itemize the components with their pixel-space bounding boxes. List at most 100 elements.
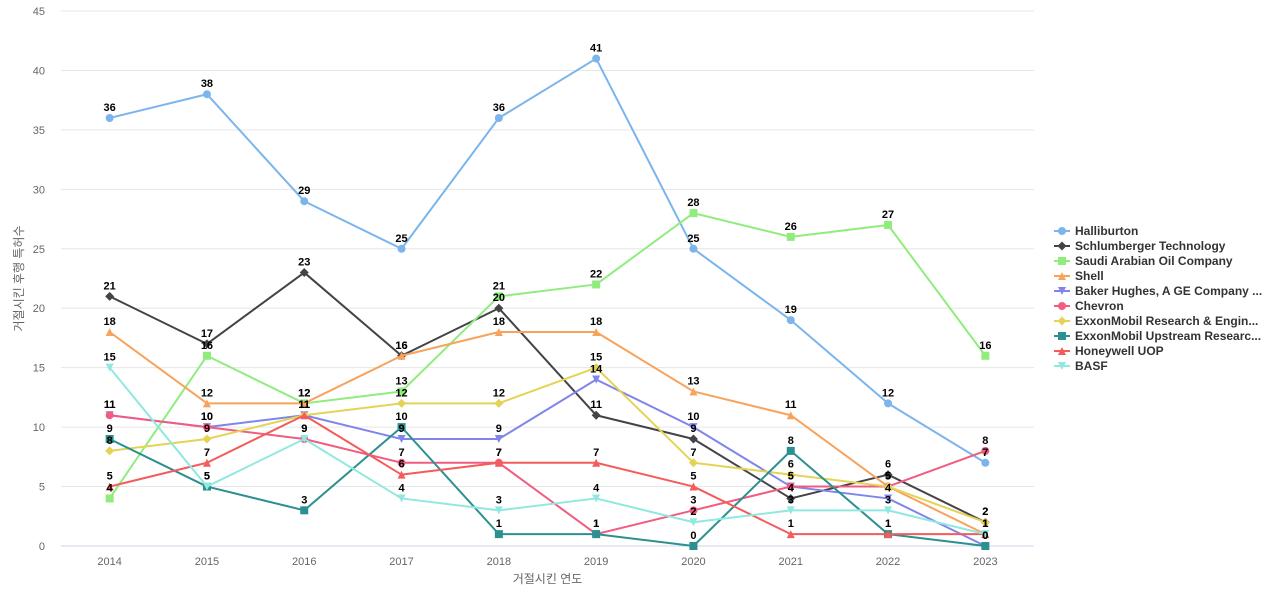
series-line <box>108 212 987 500</box>
data-label: 6 <box>885 459 891 471</box>
series-5 <box>105 411 990 539</box>
series-line <box>109 57 986 464</box>
data-label: 4 <box>398 482 405 494</box>
legend-item[interactable]: Chevron <box>1054 299 1124 313</box>
legend-item[interactable]: ExxonMobil Upstream Researc... <box>1054 329 1261 343</box>
data-point <box>202 90 211 99</box>
data-label: 0 <box>982 530 988 542</box>
data-point <box>397 470 406 479</box>
legend-item[interactable]: Shell <box>1054 269 1104 283</box>
data-label: 9 <box>107 423 113 435</box>
data-point <box>592 375 601 384</box>
legend-marker <box>1058 332 1066 340</box>
data-label: 16 <box>979 340 991 352</box>
data-point <box>786 232 795 241</box>
legend-marker <box>1058 362 1066 370</box>
data-label: 41 <box>590 43 602 55</box>
data-point <box>300 399 309 408</box>
data-label: 7 <box>398 447 404 459</box>
data-point <box>981 351 990 360</box>
data-point <box>591 363 601 373</box>
data-point <box>689 542 698 550</box>
data-label: 4 <box>885 482 892 494</box>
data-label: 12 <box>298 387 310 399</box>
legend-item[interactable]: BASF <box>1054 359 1108 373</box>
series-line <box>109 414 986 536</box>
data-label: 1 <box>593 518 599 530</box>
data-point <box>786 530 795 539</box>
legend-label: ExxonMobil Upstream Researc... <box>1075 329 1261 343</box>
data-point <box>300 506 309 515</box>
series-0 <box>105 54 990 467</box>
data-point <box>884 530 893 539</box>
data-point <box>786 470 796 480</box>
data-label: 36 <box>493 102 505 114</box>
data-point <box>786 411 795 420</box>
series-line <box>109 426 986 547</box>
series-9 <box>105 363 990 539</box>
data-label: 9 <box>496 423 502 435</box>
data-point <box>592 530 601 539</box>
data-point <box>884 221 893 229</box>
x-tick-label: 2016 <box>292 556 316 568</box>
x-tick-label: 2023 <box>973 556 997 568</box>
legend-item[interactable]: Schlumberger Technology <box>1054 239 1226 253</box>
data-point <box>883 482 893 492</box>
series-layer <box>105 54 990 550</box>
data-label: 15 <box>590 352 602 364</box>
data-label: 4 <box>593 482 600 494</box>
data-point <box>494 435 503 443</box>
data-label: 21 <box>104 280 116 292</box>
data-point <box>688 434 698 444</box>
data-label: 6 <box>398 459 404 471</box>
legend-item[interactable]: Halliburton <box>1054 224 1138 238</box>
data-point <box>494 506 503 515</box>
data-point <box>592 458 601 467</box>
data-label: 11 <box>104 399 116 411</box>
data-label: 1 <box>982 518 988 530</box>
data-label: 21 <box>493 280 505 292</box>
series-2 <box>105 209 990 503</box>
data-point <box>397 494 406 503</box>
data-point <box>105 114 114 122</box>
data-labels-layer: 3638292536412519127211723162011946241612… <box>104 43 992 542</box>
y-tick-label: 20 <box>33 303 45 315</box>
data-label: 16 <box>201 340 213 352</box>
legend-label: Honeywell UOP <box>1075 344 1164 358</box>
data-label: 11 <box>785 399 797 411</box>
data-label: 1 <box>593 518 599 530</box>
data-label: 9 <box>398 423 404 435</box>
data-point <box>300 435 309 443</box>
legend-item[interactable]: Saudi Arabian Oil Company <box>1054 254 1233 268</box>
legend-item[interactable]: Baker Hughes, A GE Company ... <box>1054 284 1262 298</box>
legend-label: Halliburton <box>1075 224 1138 238</box>
data-label: 12 <box>493 387 505 399</box>
data-point <box>202 423 211 432</box>
y-tick-label: 10 <box>33 422 45 434</box>
legend-label: Chevron <box>1075 299 1124 313</box>
x-tick-label: 2014 <box>97 556 121 568</box>
data-point <box>689 482 698 491</box>
x-tick-label: 2020 <box>681 556 705 568</box>
legend-label: Shell <box>1075 269 1104 283</box>
data-label: 2 <box>690 506 696 518</box>
data-point <box>689 387 698 396</box>
y-tick-label: 5 <box>39 482 45 494</box>
data-label: 10 <box>395 411 407 423</box>
data-label: 10 <box>687 411 699 423</box>
data-point <box>300 411 309 420</box>
x-tick-label: 2022 <box>876 556 900 568</box>
data-point <box>592 280 601 289</box>
data-label: 10 <box>201 411 213 423</box>
data-label: 9 <box>301 423 307 435</box>
data-point <box>981 530 990 539</box>
data-label: 5 <box>690 471 696 483</box>
data-label: 12 <box>882 387 894 399</box>
data-label: 4 <box>788 482 795 494</box>
legend-item[interactable]: ExxonMobil Research & Engin... <box>1054 314 1258 328</box>
legend-item[interactable]: Honeywell UOP <box>1054 344 1164 358</box>
data-label: 1 <box>788 518 794 530</box>
x-tick-label: 2019 <box>584 556 608 568</box>
